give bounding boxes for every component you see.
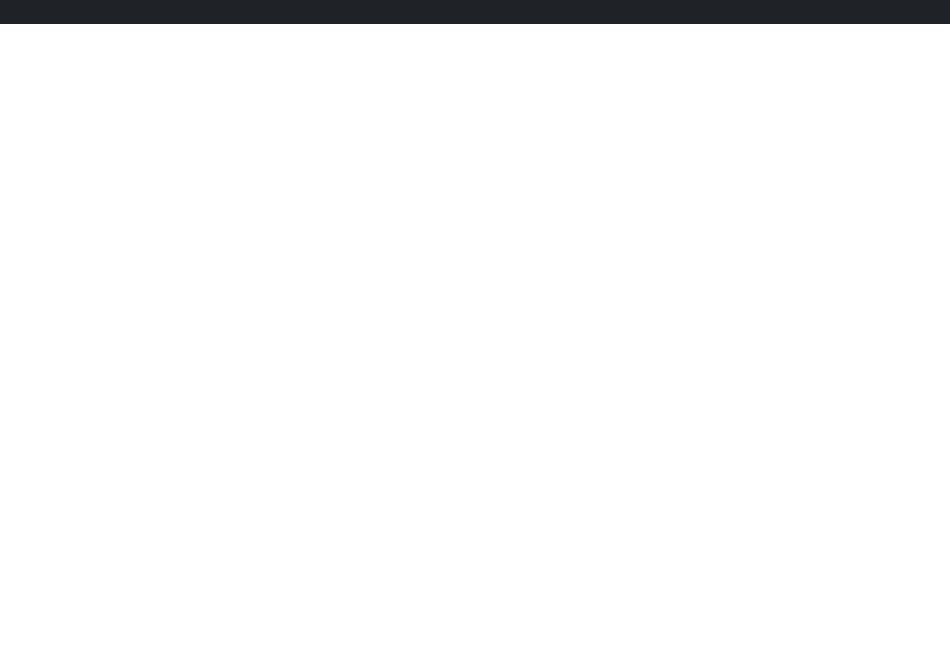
- window-title-bar: [0, 0, 950, 24]
- chart-container: [0, 24, 950, 668]
- flow-cytometry-chart: [0, 24, 950, 668]
